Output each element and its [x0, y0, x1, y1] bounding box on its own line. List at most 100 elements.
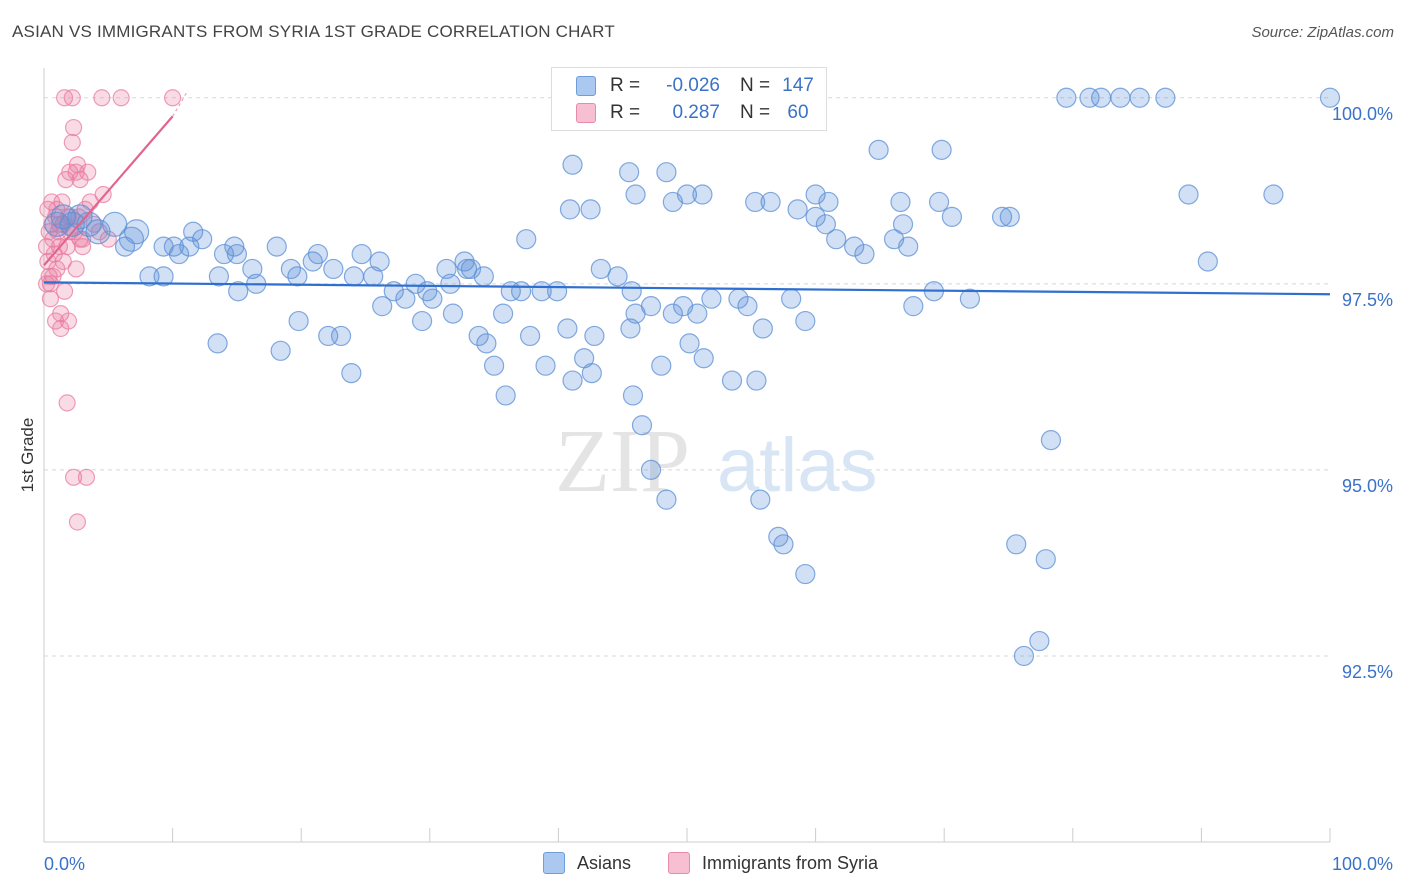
r-label: R =	[610, 102, 641, 123]
asian-point	[795, 563, 816, 585]
asian-point	[679, 333, 700, 354]
asian-point	[330, 325, 352, 347]
asian-point	[287, 266, 308, 287]
asian-point	[411, 310, 433, 332]
asian-point	[620, 318, 641, 339]
asian-point	[999, 206, 1020, 227]
asian-point	[941, 206, 963, 227]
r-value: -0.026	[666, 75, 720, 96]
legend-item-asians[interactable]: Asians	[543, 852, 631, 874]
asian-point	[208, 266, 229, 287]
asian-point	[395, 288, 416, 309]
y-axis-label: 1st Grade	[18, 418, 37, 493]
syria-point	[63, 133, 81, 152]
asian-point	[372, 296, 393, 317]
asian-point	[1129, 87, 1150, 108]
asian-point	[892, 214, 914, 235]
watermark-atlas: atlas	[717, 423, 878, 508]
n-value: 60	[787, 102, 809, 123]
asian-point	[701, 288, 722, 309]
asian-point	[1110, 87, 1131, 108]
y-tick-label: 100.0%	[1332, 104, 1393, 124]
asian-point	[818, 191, 839, 213]
asian-point	[226, 243, 247, 265]
legend-item-syria[interactable]: Immigrants from Syria	[668, 852, 878, 874]
asian-point	[640, 296, 662, 317]
asian-point	[520, 325, 541, 347]
legend-swatch-asians	[576, 76, 596, 96]
asian-point	[890, 191, 911, 213]
asian-trend-line	[43, 281, 1331, 296]
asian-point	[228, 281, 249, 302]
asian-point	[640, 459, 662, 480]
asian-point	[815, 214, 836, 235]
syria-trend-extension	[172, 90, 189, 117]
asian-point	[1155, 87, 1176, 108]
asian-point	[114, 236, 136, 257]
y-tick-label: 95.0%	[1342, 476, 1393, 496]
asian-point	[422, 288, 443, 309]
syria-point	[64, 118, 83, 137]
asian-point	[341, 363, 362, 384]
syria-point	[43, 193, 61, 211]
asian-point	[959, 288, 981, 309]
x-tick-label: 100.0%	[1332, 854, 1393, 874]
asian-point	[516, 229, 537, 250]
asian-point	[307, 243, 329, 265]
asian-point	[1197, 251, 1218, 272]
asian-point	[1029, 630, 1050, 652]
asian-point	[224, 236, 245, 257]
syria-point	[37, 275, 56, 293]
asian-point	[676, 184, 698, 205]
syria-point	[93, 89, 111, 107]
axes	[43, 68, 1331, 843]
asian-point	[826, 229, 847, 250]
asian-point	[631, 415, 653, 436]
asian-point	[721, 370, 743, 391]
asian-point	[692, 184, 713, 205]
asian-point	[179, 236, 200, 257]
legend-label-asians: Asians	[577, 852, 632, 873]
syria-point	[63, 89, 81, 107]
asian-point	[625, 184, 646, 205]
syria-point	[67, 163, 85, 181]
asian-point	[1006, 534, 1027, 555]
tick-labels: 92.5% 95.0% 97.5% 100.0% 0.0% 100.0%	[44, 104, 1393, 874]
asian-point	[1079, 87, 1100, 108]
asian-point	[1090, 87, 1112, 108]
r-label: R =	[610, 75, 641, 96]
legend-swatch-asians	[543, 852, 565, 874]
asian-point	[1056, 87, 1077, 108]
asian-point	[693, 348, 714, 369]
asian-point	[795, 310, 816, 332]
trend-lines	[43, 90, 1331, 296]
asian-point	[559, 199, 581, 220]
syria-point	[67, 260, 85, 278]
source-label: Source: ZipAtlas.com	[1251, 24, 1394, 41]
asian-point	[123, 219, 150, 245]
syria-point	[68, 513, 87, 531]
watermark-zip: ZIP	[555, 412, 690, 511]
asian-point	[844, 236, 865, 257]
asian-point	[656, 162, 677, 183]
asian-point	[737, 296, 758, 317]
r-value: 0.287	[672, 102, 720, 123]
series-asian-points	[44, 87, 1341, 667]
asian-point	[369, 251, 390, 272]
asian-point	[168, 243, 190, 265]
asian-point	[557, 318, 578, 339]
asian-point	[468, 325, 489, 347]
series-syria-points	[37, 89, 182, 531]
syria-point	[164, 89, 182, 107]
stats-legend-row-syria: R = 0.287 N = 60	[576, 101, 818, 125]
asian-point	[903, 296, 924, 317]
asian-point	[242, 258, 263, 280]
x-tick-label: 0.0%	[44, 854, 85, 874]
asian-point	[931, 139, 952, 160]
asian-point	[898, 236, 919, 257]
asian-point	[535, 355, 556, 376]
asian-point	[85, 219, 111, 245]
asian-point	[750, 489, 771, 510]
asian-point	[511, 281, 532, 302]
y-tick-label: 92.5%	[1342, 662, 1393, 682]
